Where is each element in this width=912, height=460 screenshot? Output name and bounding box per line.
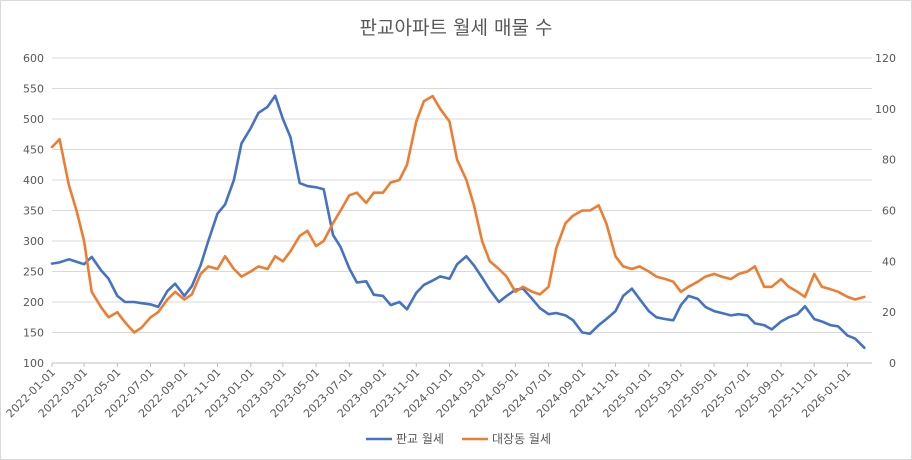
left-tick-label: 300 (23, 235, 44, 248)
gridlines (52, 57, 872, 333)
left-tick-label: 550 (23, 83, 44, 96)
chart-title: 판교아파트 월세 매물 수 (360, 17, 553, 39)
right-tick-label: 40 (882, 255, 896, 268)
legend: 판교 월세 대장동 월세 (366, 432, 551, 446)
left-axis-ticks: 100 150 200 250 300 350 400 450 500 550 600 (23, 52, 44, 370)
left-tick-label: 150 (23, 327, 44, 340)
left-tick-label: 400 (23, 174, 44, 187)
left-tick-label: 500 (23, 113, 44, 126)
left-tick-label: 200 (23, 296, 44, 309)
left-tick-label: 100 (23, 357, 44, 370)
right-tick-label: 20 (882, 306, 896, 319)
right-tick-label: 120 (875, 52, 896, 65)
right-tick-label: 60 (882, 205, 896, 218)
right-tick-label: 0 (889, 357, 896, 370)
left-tick-label: 600 (23, 52, 44, 65)
legend-label-pangyo: 판교 월세 (396, 432, 444, 446)
series-line-pangyo (50, 94, 866, 350)
series-line-daejang (50, 94, 866, 334)
right-tick-label: 100 (875, 103, 896, 116)
right-tick-label: 80 (882, 154, 896, 167)
left-tick-label: 250 (23, 266, 44, 279)
legend-label-daejang: 대장동 월세 (492, 432, 551, 446)
left-tick-label: 350 (23, 205, 44, 218)
series-layer (50, 94, 866, 350)
right-axis-ticks: 0 20 40 60 80 100 120 (875, 52, 896, 370)
left-tick-label: 450 (23, 144, 44, 157)
